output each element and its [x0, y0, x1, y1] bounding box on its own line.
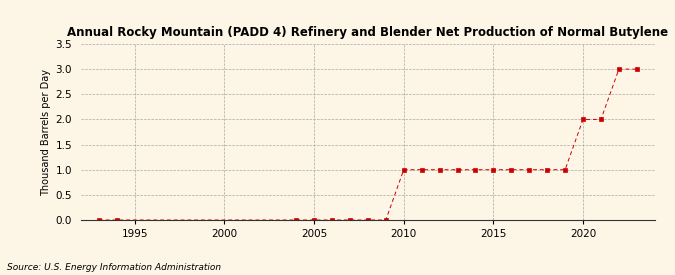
Text: Source: U.S. Energy Information Administration: Source: U.S. Energy Information Administ… — [7, 263, 221, 272]
Y-axis label: Thousand Barrels per Day: Thousand Barrels per Day — [41, 68, 51, 196]
Title: Annual Rocky Mountain (PADD 4) Refinery and Blender Net Production of Normal But: Annual Rocky Mountain (PADD 4) Refinery … — [68, 26, 668, 39]
